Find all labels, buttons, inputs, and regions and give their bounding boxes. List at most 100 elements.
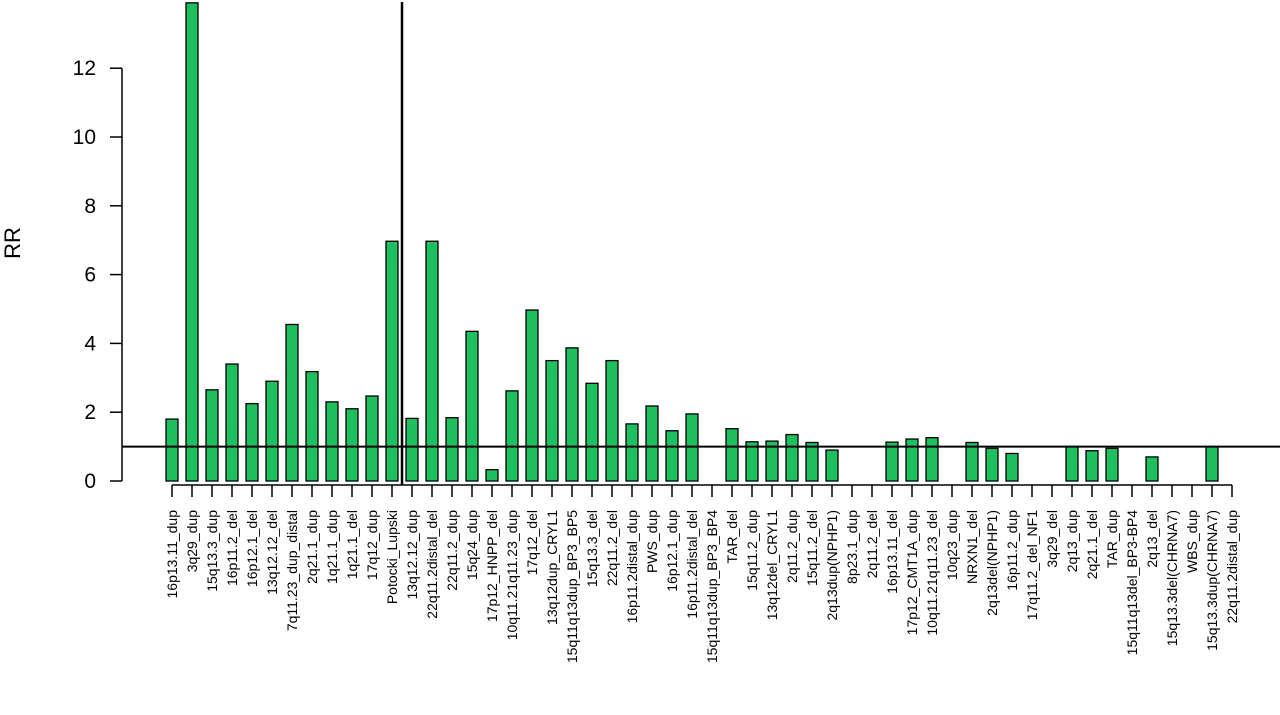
bar [385,240,399,482]
x-tick-label: NRXN1_del [964,510,980,584]
x-tick-label: WBS_dup [1184,510,1200,573]
bar [985,447,999,482]
bar [645,405,659,482]
y-tick-label: 4 [84,332,96,355]
x-tick-label: 10q11.21q11.23_del [924,510,940,636]
bar [1065,445,1079,482]
bar [365,395,379,482]
bar [585,382,599,482]
bar [445,417,459,482]
bar [1205,445,1219,482]
x-tick-label: 15q11.2_del [804,510,820,586]
bar [305,370,319,482]
x-tick-label: 17p12_CMT1A_dup [904,510,920,636]
bar [545,359,559,482]
bar [265,380,279,482]
bar [1085,450,1099,482]
x-tick-label: 22q11.2distal_del [424,510,440,619]
x-tick-label: PWS_dup [644,510,660,573]
bar [225,363,239,482]
y-tick-label: 10 [73,126,96,149]
bar [745,441,759,482]
x-tick-label: 15q11q13dup_BP3_BP4 [704,510,720,663]
bar [765,440,779,482]
x-tick-label: 7q11.23_dup_distal [284,510,300,631]
x-tick-label: 15q13.3_dup [204,510,220,592]
x-tick-label: 17q12_dup [364,510,380,580]
bar [785,433,799,482]
x-tick-label: 2q13_dup [1064,510,1080,573]
x-tick-label: 16p11.2distal_del [684,510,700,619]
bar [505,390,519,482]
x-tick-label: 13q12dup_CRYL1 [544,510,560,625]
x-tick-label: 16p11.2_dup [1004,510,1020,591]
x-tick-label: 22q11.2_dup [444,510,460,591]
bar [405,417,419,482]
bar [1105,447,1119,482]
x-tick-label: 15q11q13dup_BP3_BP5 [564,510,580,663]
bar [625,423,639,482]
bar [485,468,499,482]
bar [165,418,179,482]
x-tick-label: 22q11.2_del [604,510,620,586]
bar [525,309,539,482]
x-tick-label: TAR_del [724,510,740,563]
x-axis: 16p13.11_dup 3q29_dup 15q13.3_dup 16p11.2_d… [164,484,1240,663]
x-tick-label: TAR_dup [1104,510,1120,568]
x-tick-label: 2q13_del [1144,510,1160,568]
reference-lines [122,2,1280,485]
x-tick-label: 13q12.12_dup [404,510,420,600]
y-axis-title: RR [0,227,25,259]
bar [205,389,219,482]
x-tick-label: 8p23.1_dup [844,510,860,584]
bar [425,240,439,482]
bar [245,402,259,482]
x-tick-label: 15q13.3dup(CHRNA7) [1204,510,1220,651]
x-tick-label: 2q13del(NPHP1) [984,510,1000,616]
y-tick-label: 8 [84,195,96,218]
x-tick-label: 10q23_dup [944,510,960,580]
x-tick-label: 13q12.12_del [264,510,280,595]
x-tick-label: 1q21.1_dup [324,510,340,584]
x-tick-label: 16p12.1_dup [664,510,680,592]
bar [285,323,299,482]
bar [905,438,919,482]
bar [805,441,819,482]
y-tick-label: 6 [84,264,96,287]
bar [925,437,939,482]
x-tick-label: 10q11.21q11.23_dup [504,510,520,640]
x-tick-label: 17p12_HNPP_del [484,510,500,622]
x-tick-label: 16p13.11_del [884,510,900,594]
bar [1005,452,1019,482]
bar [1145,456,1159,482]
x-tick-label: 2q21.1_del [1084,510,1100,579]
bar [185,2,199,482]
bar [565,347,579,482]
bars [165,2,1219,482]
x-tick-label: 3q29_dup [184,510,200,573]
x-tick-label: 17q11.2_del_NF1 [1024,510,1040,620]
bar [465,330,479,482]
bar [725,428,739,482]
x-tick-label: 2q13dup(NPHP1) [824,510,840,621]
x-tick-label: 16p11.2_del [224,510,240,586]
bar [665,430,679,482]
x-tick-label: 2q11.2_del [864,510,880,578]
x-tick-label: 15q11.2_dup [744,510,760,591]
x-tick-label: 13q12del_CRYL1 [764,510,780,620]
x-tick-label: 22q11.2distal_dup [1224,510,1240,624]
y-tick-label: 0 [84,470,96,493]
bar [885,441,899,482]
x-tick-label: Potocki_Lupski [384,510,400,604]
x-tick-label: 3q29_del [1044,510,1060,568]
x-tick-label: 15q24_dup [464,510,480,580]
x-tick-label: 15q13.3del(CHRNA7) [1164,510,1180,646]
bar [325,401,339,482]
x-tick-label: 16p12.1_del [244,510,260,587]
x-tick-label: 16p11.2distal_dup [624,510,640,624]
bar [965,441,979,482]
bar [345,408,359,482]
y-tick-label: 12 [73,57,96,80]
bar [825,449,839,482]
